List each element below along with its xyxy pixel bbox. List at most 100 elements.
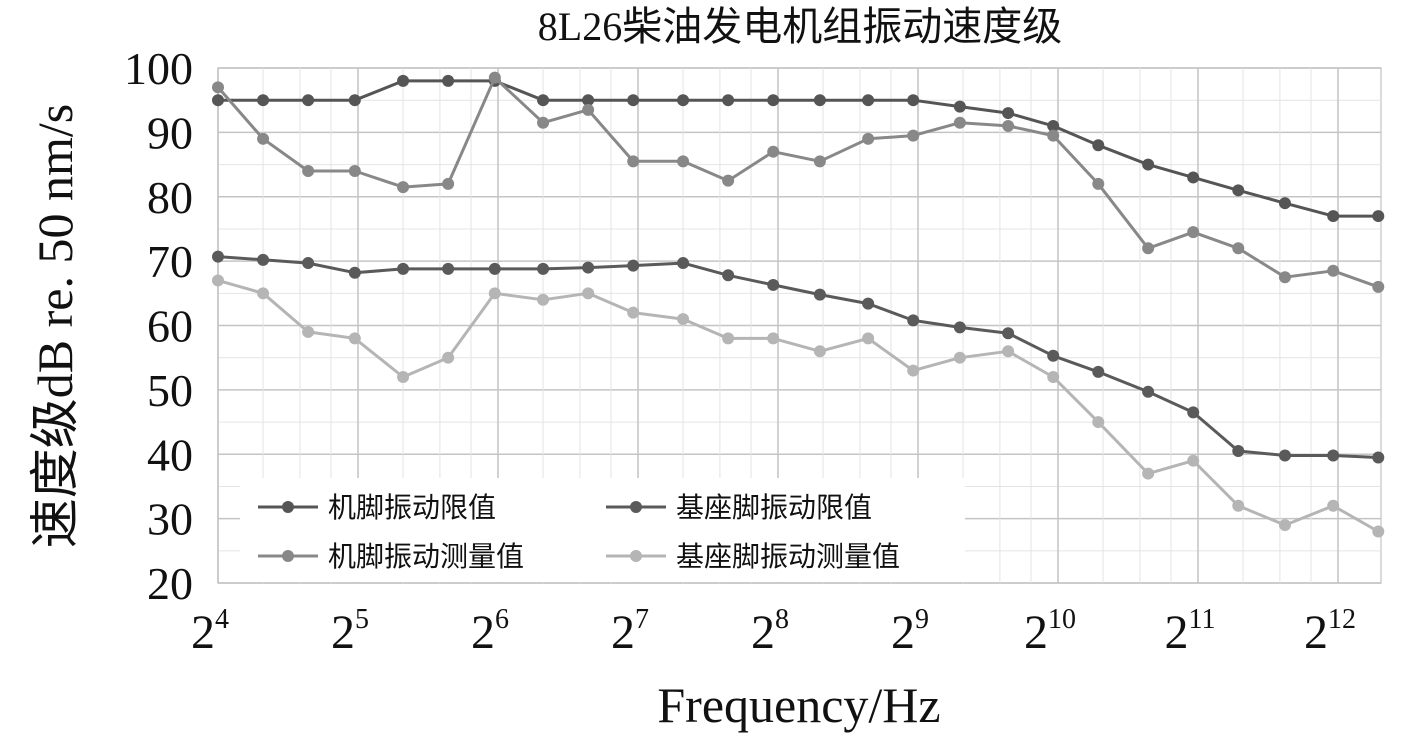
data-point — [348, 332, 361, 345]
data-point — [722, 94, 735, 107]
grid — [217, 67, 1382, 584]
data-point — [953, 351, 966, 364]
x-tick-base: 2 — [471, 606, 495, 659]
data-point — [442, 262, 455, 275]
data-point — [813, 155, 826, 168]
x-tick-exponent: 7 — [635, 604, 649, 635]
data-point — [1047, 371, 1060, 383]
data-point — [582, 103, 595, 116]
legend-label: 基座脚振动测量值 — [676, 540, 900, 573]
legend-label: 机脚振动限值 — [328, 491, 496, 524]
x-tick-label: 211 — [1165, 604, 1216, 659]
data-point — [862, 332, 875, 345]
data-point — [627, 94, 640, 107]
data-point — [722, 332, 735, 345]
series-3 — [212, 71, 1385, 293]
data-point — [1327, 499, 1340, 512]
y-tick-label: 70 — [147, 236, 193, 287]
x-tick-label: 26 — [471, 604, 509, 659]
data-point — [537, 262, 550, 275]
data-point — [488, 71, 501, 84]
data-point — [348, 94, 361, 107]
data-point — [1372, 525, 1385, 538]
data-point — [1187, 454, 1200, 467]
series-line — [218, 79, 1379, 218]
legend-item: 基座脚振动限值 — [606, 491, 872, 524]
y-axis-label: 速度级dB re. 50 nm/s — [27, 104, 83, 548]
data-point — [677, 257, 690, 270]
x-tick-labels: 24 25 26 27 28 29 210 211 212 — [191, 604, 1356, 659]
data-point — [257, 253, 270, 266]
data-point — [257, 132, 270, 145]
data-point — [953, 116, 966, 129]
data-point — [1187, 406, 1200, 419]
data-point — [1278, 449, 1291, 462]
data-point — [627, 306, 640, 319]
data-point — [1232, 445, 1245, 458]
data-point — [813, 345, 826, 358]
data-point — [627, 155, 640, 168]
legend-item: 机脚振动测量值 — [258, 540, 524, 573]
data-point — [302, 165, 315, 177]
series-line — [217, 278, 1380, 533]
x-tick-base: 2 — [611, 606, 635, 659]
x-tick-base: 2 — [1304, 606, 1328, 659]
data-point — [767, 332, 780, 345]
data-point — [767, 94, 780, 107]
data-point — [1372, 451, 1385, 464]
data-point — [442, 74, 455, 87]
y-tick-label: 50 — [147, 365, 193, 416]
data-point — [1327, 210, 1340, 223]
legend-background — [240, 478, 965, 582]
data-point — [1002, 107, 1015, 120]
data-point — [397, 371, 410, 383]
y-tick-labels: 100 90 80 70 60 50 40 30 20 — [124, 43, 193, 609]
data-point — [1142, 385, 1155, 398]
data-point — [813, 288, 826, 301]
data-point — [302, 325, 315, 338]
data-point — [1232, 242, 1245, 255]
data-point — [722, 269, 735, 282]
x-tick-label: 29 — [891, 604, 929, 659]
data-point — [257, 94, 270, 107]
data-point — [257, 287, 270, 300]
x-tick-exponent: 4 — [215, 604, 229, 635]
data-point — [627, 259, 640, 272]
data-point — [1002, 119, 1015, 132]
data-point — [1327, 449, 1340, 462]
data-point — [1187, 171, 1200, 184]
data-point — [862, 94, 875, 107]
data-point — [1092, 416, 1105, 429]
data-point — [1142, 158, 1155, 171]
legend-swatch-marker — [282, 550, 294, 562]
data-point — [537, 293, 550, 306]
legend-label: 机脚振动测量值 — [328, 540, 524, 573]
data-point — [537, 94, 550, 107]
data-point — [907, 364, 920, 377]
data-point — [488, 262, 501, 275]
data-point — [397, 262, 410, 275]
data-point — [1187, 226, 1200, 239]
data-point — [907, 129, 920, 142]
data-point — [677, 94, 690, 107]
data-point — [1047, 129, 1060, 142]
data-point — [1142, 467, 1155, 480]
data-point — [1278, 271, 1291, 284]
data-point — [212, 81, 224, 94]
y-tick-label: 60 — [147, 301, 193, 352]
data-point — [397, 181, 410, 194]
data-point — [813, 94, 826, 107]
series-line — [216, 76, 1379, 289]
legend-item: 机脚振动限值 — [258, 491, 496, 524]
x-tick-exponent: 11 — [1189, 604, 1216, 635]
x-axis-label: Frequency/Hz — [657, 677, 940, 733]
y-tick-label: 20 — [147, 558, 193, 609]
data-point — [212, 94, 224, 107]
data-point — [907, 314, 920, 327]
data-point — [1372, 210, 1385, 223]
legend-item: 基座脚振动测量值 — [606, 540, 900, 573]
y-tick-label: 40 — [147, 429, 193, 480]
data-point — [348, 165, 361, 177]
x-tick-base: 2 — [331, 606, 355, 659]
x-tick-exponent: 12 — [1328, 604, 1356, 635]
